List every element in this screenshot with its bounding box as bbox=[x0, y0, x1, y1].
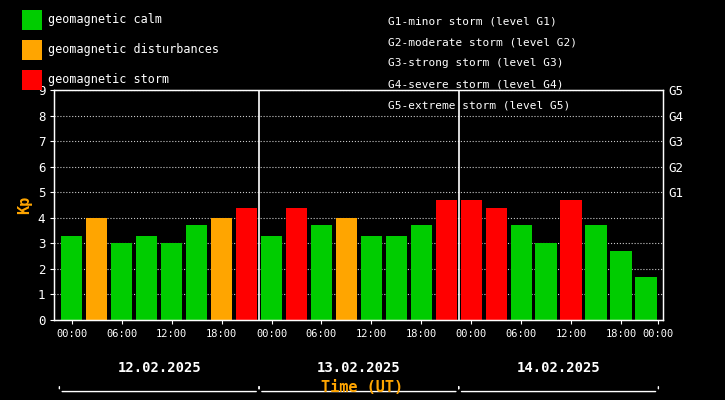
Bar bbox=[361, 236, 382, 320]
Y-axis label: Kp: Kp bbox=[17, 196, 33, 214]
Bar bbox=[86, 218, 107, 320]
Bar bbox=[336, 218, 357, 320]
Bar bbox=[460, 200, 482, 320]
Bar bbox=[111, 243, 133, 320]
Bar bbox=[585, 226, 607, 320]
Bar bbox=[486, 208, 507, 320]
Bar bbox=[311, 226, 332, 320]
Bar bbox=[211, 218, 232, 320]
Text: 14.02.2025: 14.02.2025 bbox=[517, 361, 600, 375]
Bar bbox=[560, 200, 581, 320]
Bar bbox=[510, 226, 531, 320]
Text: 12.02.2025: 12.02.2025 bbox=[117, 361, 201, 375]
Bar bbox=[236, 208, 257, 320]
Text: Time (UT): Time (UT) bbox=[321, 380, 404, 396]
Text: geomagnetic calm: geomagnetic calm bbox=[48, 14, 162, 26]
Bar bbox=[386, 236, 407, 320]
Text: G5-extreme storm (level G5): G5-extreme storm (level G5) bbox=[388, 101, 570, 111]
Bar bbox=[536, 243, 557, 320]
Text: 13.02.2025: 13.02.2025 bbox=[317, 361, 401, 375]
Bar bbox=[635, 276, 657, 320]
Bar bbox=[136, 236, 157, 320]
Bar bbox=[61, 236, 83, 320]
Bar bbox=[286, 208, 307, 320]
Text: G3-strong storm (level G3): G3-strong storm (level G3) bbox=[388, 58, 563, 68]
Text: G2-moderate storm (level G2): G2-moderate storm (level G2) bbox=[388, 37, 577, 47]
Text: geomagnetic storm: geomagnetic storm bbox=[48, 74, 169, 86]
Bar bbox=[186, 226, 207, 320]
Text: G1-minor storm (level G1): G1-minor storm (level G1) bbox=[388, 16, 557, 26]
Text: geomagnetic disturbances: geomagnetic disturbances bbox=[48, 44, 219, 56]
Bar bbox=[410, 226, 432, 320]
Bar bbox=[261, 236, 282, 320]
Bar bbox=[436, 200, 457, 320]
Bar bbox=[610, 251, 631, 320]
Bar bbox=[161, 243, 182, 320]
Text: G4-severe storm (level G4): G4-severe storm (level G4) bbox=[388, 80, 563, 90]
